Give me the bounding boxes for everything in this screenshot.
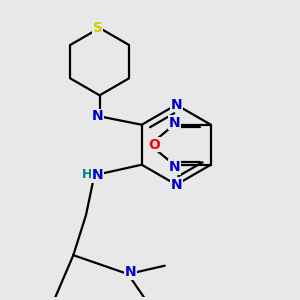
Text: N: N [92,109,103,123]
Text: O: O [148,138,160,152]
Text: S: S [92,21,103,35]
Text: N: N [168,160,180,174]
Text: N: N [170,98,182,112]
Text: N: N [170,178,182,192]
Text: N: N [124,265,136,279]
Text: H: H [82,168,92,181]
Text: N: N [168,116,180,130]
Text: N: N [92,168,103,182]
